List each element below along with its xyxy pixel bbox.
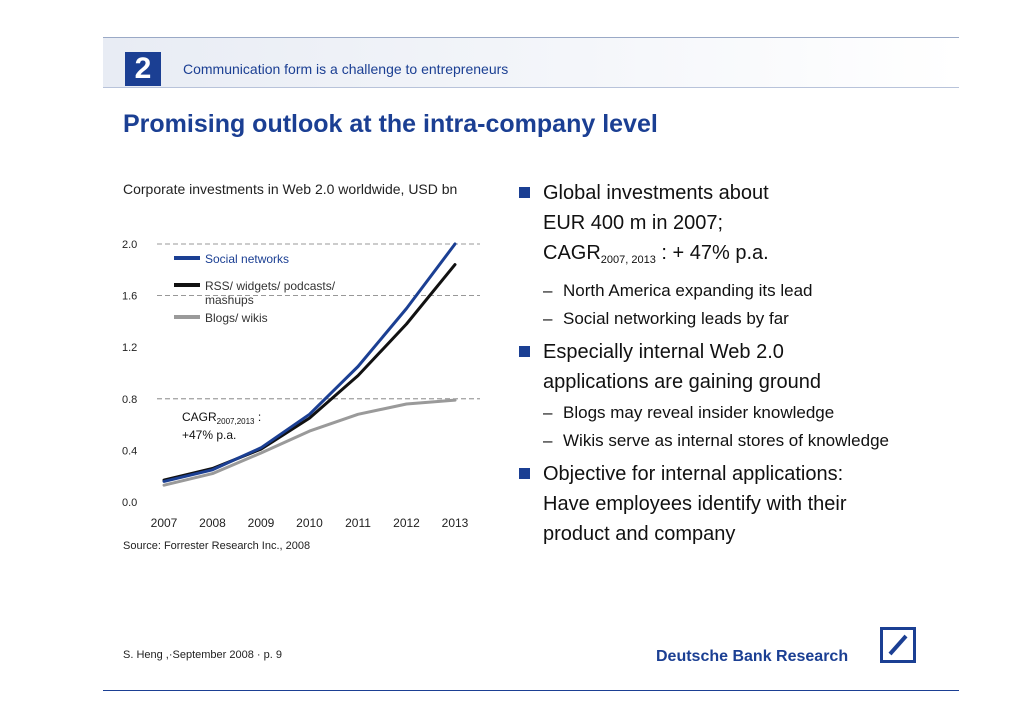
- x-tick-label: 2012: [393, 516, 420, 528]
- bullet-text: CAGR: [543, 242, 601, 264]
- bullet-line: applications are gaining ground: [518, 369, 958, 396]
- y-tick-label: 2.0: [122, 239, 137, 251]
- bullet-square-icon: [519, 346, 530, 357]
- bottom-rule: [103, 690, 959, 691]
- source-note: Source: Forrester Research Inc., 2008: [123, 540, 311, 552]
- legend-label: Social networks: [205, 252, 289, 266]
- x-tick-label: 2009: [248, 516, 275, 528]
- y-tick-label: 1.6: [122, 291, 137, 303]
- bullet-line: Global investments about: [518, 180, 958, 207]
- legend-label: mashups: [205, 293, 254, 307]
- x-tick-label: 2008: [199, 516, 226, 528]
- sub-bullet-text: Blogs may reveal insider knowledge: [563, 403, 835, 422]
- bullet-text: Especially internal Web 2.0: [543, 341, 784, 363]
- bullet-text: Objective for internal applications:: [543, 463, 844, 485]
- y-tick-label: 0.0: [122, 497, 137, 509]
- section-subtitle: Communication form is a challenge to ent…: [183, 61, 509, 77]
- series-line-3: [162, 398, 457, 487]
- bullet-text: Global investments about: [543, 182, 769, 204]
- cagr-annotation-line1: CAGR2007,2013 :: [182, 410, 261, 426]
- sub-bullet: – North America expanding its lead: [518, 279, 958, 302]
- bullet-text: EUR 400 m in 2007;: [543, 212, 724, 234]
- bullet-list: Global investments about EUR 400 m in 200…: [518, 180, 958, 555]
- legend-label: RSS/ widgets/ podcasts/: [205, 279, 336, 293]
- section-number-badge: 2: [125, 52, 161, 86]
- dash-icon: –: [543, 431, 553, 450]
- y-tick-label: 0.8: [122, 394, 137, 406]
- cagr-annotation-sub: 2007,2013: [217, 417, 255, 426]
- page-title: Promising outlook at the intra-company l…: [123, 110, 658, 138]
- chart-caption: Corporate investments in Web 2.0 worldwi…: [123, 181, 458, 197]
- sub-bullet-text: North America expanding its lead: [563, 281, 813, 300]
- bullet-text-tail: : + 47% p.a.: [655, 242, 769, 264]
- cagr-annotation-main: CAGR: [182, 410, 217, 424]
- bullet-line: Especially internal Web 2.0: [518, 339, 958, 366]
- bullet-line: product and company: [518, 521, 958, 548]
- bullet-subscript: 2007, 2013: [600, 254, 656, 266]
- bullet-square-icon: [519, 187, 530, 198]
- dash-icon: –: [543, 281, 553, 300]
- sub-bullet-text: Wikis serve as internal stores of knowle…: [563, 431, 889, 450]
- deutsche-bank-logo-icon: [880, 627, 916, 663]
- sub-bullet: – Social networking leads by far: [518, 307, 958, 330]
- sub-bullet: – Wikis serve as internal stores of knowl…: [518, 429, 958, 452]
- line-chart: 0.0 0.4 0.8 1.2 1.6 2.0 2007 2008 2009 2010 2011 2…: [122, 239, 480, 528]
- x-tick-label: 2013: [442, 516, 469, 528]
- top-rule: [103, 37, 959, 38]
- sub-bullet-text: Social networking leads by far: [563, 309, 789, 328]
- y-tick-label: 0.4: [122, 445, 137, 457]
- dash-icon: –: [543, 309, 553, 328]
- y-tick-label: 1.2: [122, 342, 137, 354]
- cagr-annotation-tail: :: [255, 410, 262, 424]
- footer-author: S. Heng ,·September 2008 · p. 9: [123, 649, 282, 661]
- bullet-text: product and company: [543, 523, 736, 545]
- bullet-line: CAGR2007, 2013 : + 47% p.a.: [518, 240, 958, 274]
- header-underline: [103, 87, 959, 88]
- bullet-line: Objective for internal applications:: [518, 461, 958, 488]
- bullet-line: EUR 400 m in 2007;: [518, 210, 958, 237]
- bullet-line: Have employees identify with their: [518, 491, 958, 518]
- x-tick-label: 2011: [345, 516, 371, 528]
- header-band: [103, 38, 959, 88]
- bullet-square-icon: [519, 468, 530, 479]
- brand-name: Deutsche Bank Research: [656, 648, 849, 665]
- bullet-text: applications are gaining ground: [543, 371, 821, 393]
- x-tick-label: 2007: [151, 516, 178, 528]
- x-tick-label: 2010: [296, 516, 323, 528]
- series-line-1: [162, 242, 457, 483]
- cagr-annotation-line2: +47% p.a.: [182, 428, 236, 442]
- bullet-text: Have employees identify with their: [543, 493, 847, 515]
- sub-bullet: – Blogs may reveal insider knowledge: [518, 401, 958, 424]
- legend-label: Blogs/ wikis: [205, 311, 268, 325]
- dash-icon: –: [543, 403, 553, 422]
